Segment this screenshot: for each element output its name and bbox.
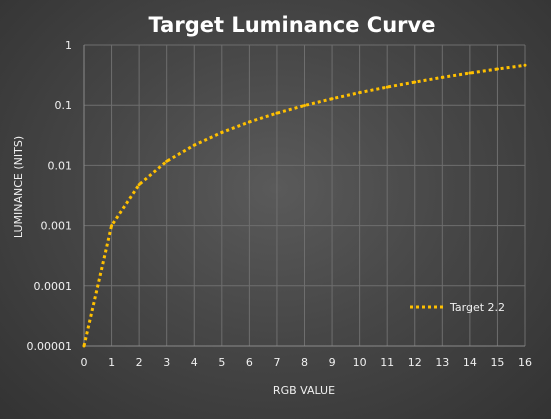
x-tick-label: 5 (218, 356, 225, 369)
x-tick-label: 4 (191, 356, 198, 369)
y-tick-label: 1 (65, 39, 72, 52)
data-point (523, 63, 527, 67)
tick-labels: 0 1 2 3 4 5 6 7 8 9 10 11 12 13 14 15 1610.10.010.0010.0… (27, 39, 533, 369)
chart-title: Target Luminance Curve (149, 13, 436, 37)
axes (83, 45, 525, 347)
data-point (358, 91, 362, 95)
x-tick-label: 8 (301, 356, 308, 369)
data-point (137, 183, 141, 187)
data-point (192, 143, 196, 147)
x-tick-label: 9 (329, 356, 336, 369)
data-point (440, 75, 444, 79)
x-tick-label: 16 (518, 356, 532, 369)
data-point (385, 85, 389, 89)
x-tick-label: 10 (353, 356, 367, 369)
y-tick-label: 0.01 (48, 159, 73, 172)
x-tick-label: 7 (273, 356, 280, 369)
x-tick-label: 1 (108, 356, 115, 369)
x-axis-label: RGB VALUE (273, 384, 335, 397)
data-point (468, 71, 472, 75)
y-tick-label: 0.0001 (34, 280, 73, 293)
data-point (413, 80, 417, 84)
x-tick-label: 2 (136, 356, 143, 369)
legend: Target 2.2 (410, 301, 505, 314)
x-tick-label: 15 (490, 356, 504, 369)
x-tick-label: 12 (408, 356, 422, 369)
y-axis-label: LUMINANCE (NITS) (12, 136, 25, 238)
data-point (303, 104, 306, 108)
data-point (275, 111, 279, 115)
y-tick-label: 0.00001 (27, 340, 73, 353)
data-point (82, 344, 86, 348)
x-tick-label: 13 (435, 356, 449, 369)
data-point (330, 97, 334, 101)
x-tick-label: 6 (246, 356, 253, 369)
y-tick-label: 0.1 (55, 99, 73, 112)
y-tick-label: 0.001 (41, 220, 73, 233)
data-point (247, 120, 251, 124)
data-point (110, 224, 114, 228)
x-tick-label: 11 (380, 356, 394, 369)
x-tick-label: 14 (463, 356, 477, 369)
data-point (165, 159, 169, 163)
data-point (220, 130, 224, 134)
series-layer (82, 63, 527, 348)
x-tick-label: 3 (163, 356, 170, 369)
data-point (495, 67, 499, 71)
legend-label: Target 2.2 (449, 301, 505, 314)
x-tick-label: 0 (81, 356, 88, 369)
